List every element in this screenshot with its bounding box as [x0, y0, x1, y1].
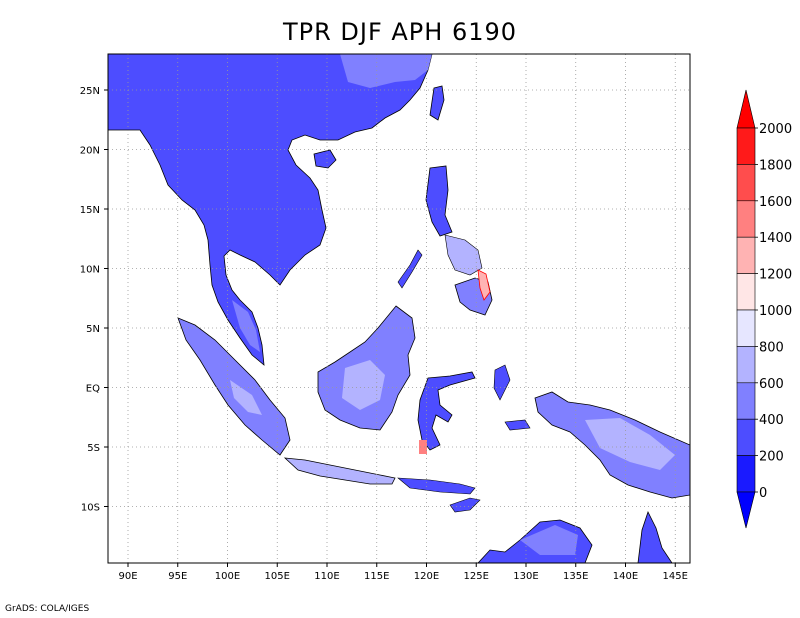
lon-tick-label: 95E	[168, 571, 187, 582]
colorbar-label: 800	[759, 340, 784, 355]
lat-tick-label: EQ	[86, 384, 100, 395]
colorbar-label: 1400	[759, 231, 792, 246]
lat-tick-label: 5S	[87, 443, 100, 454]
landmass-mainland	[108, 54, 433, 366]
grads-credit: GrADS: COLA/IGES	[5, 604, 90, 614]
colorbar-label: 600	[759, 377, 784, 392]
colorbar-segment	[736, 455, 756, 493]
colorbar-label: 0	[759, 486, 767, 501]
map-gridlines	[108, 54, 690, 563]
lat-tick-label: 10N	[80, 265, 100, 276]
colorbar-segment	[736, 200, 756, 238]
colorbar-label: 2000	[759, 122, 792, 137]
colorbar-segment	[736, 346, 756, 384]
patch-sumatra	[230, 380, 262, 415]
landmass-palawan	[397, 249, 423, 289]
landmass-taiwan	[429, 85, 445, 121]
patch-borneo	[342, 360, 385, 410]
colorbar-label: 400	[759, 413, 784, 428]
landmass-cape-york	[637, 510, 673, 563]
landmass-visayas	[444, 234, 483, 276]
lon-tick-label: 135E	[563, 571, 588, 582]
patch-new-guinea	[585, 418, 675, 470]
lat-tick-label: 15N	[80, 205, 100, 216]
colorbar-label: 1600	[759, 195, 792, 210]
lon-tick-label: 145E	[663, 571, 688, 582]
landmass-seram	[504, 419, 531, 431]
lat-tick-label: 25N	[80, 86, 100, 97]
lon-tick-label: 100E	[215, 571, 240, 582]
landmass-lesser-sunda	[397, 477, 476, 495]
colorbar-segment	[736, 127, 756, 165]
colorbar-arrow-bottom	[736, 491, 756, 529]
lon-tick-label: 110E	[314, 571, 339, 582]
lon-tick-label: 115E	[364, 571, 389, 582]
landmass-luzon	[425, 165, 453, 237]
colorbar-label: 1800	[759, 158, 792, 173]
lat-tick-label: 20N	[80, 146, 100, 157]
landmass-hainan	[313, 149, 337, 169]
lon-tick-label: 125E	[464, 571, 489, 582]
lon-tick-label: 130E	[513, 571, 538, 582]
map-frame	[107, 53, 691, 564]
colorbar-segment	[736, 236, 756, 274]
lat-tick-label: 10S	[81, 503, 100, 514]
patch-sulawesi-red	[419, 440, 427, 454]
map-ticks: 90E 95E 100E 105E 110E 115E 120E 125E 130E 135E 14…	[80, 86, 688, 582]
lon-tick-label: 120E	[414, 571, 439, 582]
landmass-timor	[449, 497, 481, 513]
colorbar-segment	[736, 418, 756, 456]
lon-tick-label: 90E	[118, 571, 137, 582]
patch-mindanao-red	[477, 269, 491, 301]
lat-tick-label: 5N	[86, 324, 100, 335]
patch-australia	[520, 525, 578, 555]
lon-tick-label: 140E	[613, 571, 638, 582]
colorbar-segment	[736, 382, 756, 420]
map-title: TPR DJF APH 6190	[282, 18, 518, 46]
patch-malaya	[232, 300, 260, 352]
landmass-java	[283, 457, 396, 485]
colorbar-arrow-top	[736, 89, 756, 129]
lon-tick-label: 105E	[265, 571, 290, 582]
landmass-halmahera	[493, 364, 511, 401]
colorbar-segment	[736, 309, 756, 347]
colorbar-label: 200	[759, 450, 784, 465]
colorbar-label: 1000	[759, 304, 792, 319]
colorbar-segment	[736, 273, 756, 311]
colorbar-label: 1200	[759, 268, 792, 283]
landmass-sulawesi	[417, 371, 476, 451]
colorbar-segment	[736, 164, 756, 202]
patch-china	[340, 54, 432, 88]
